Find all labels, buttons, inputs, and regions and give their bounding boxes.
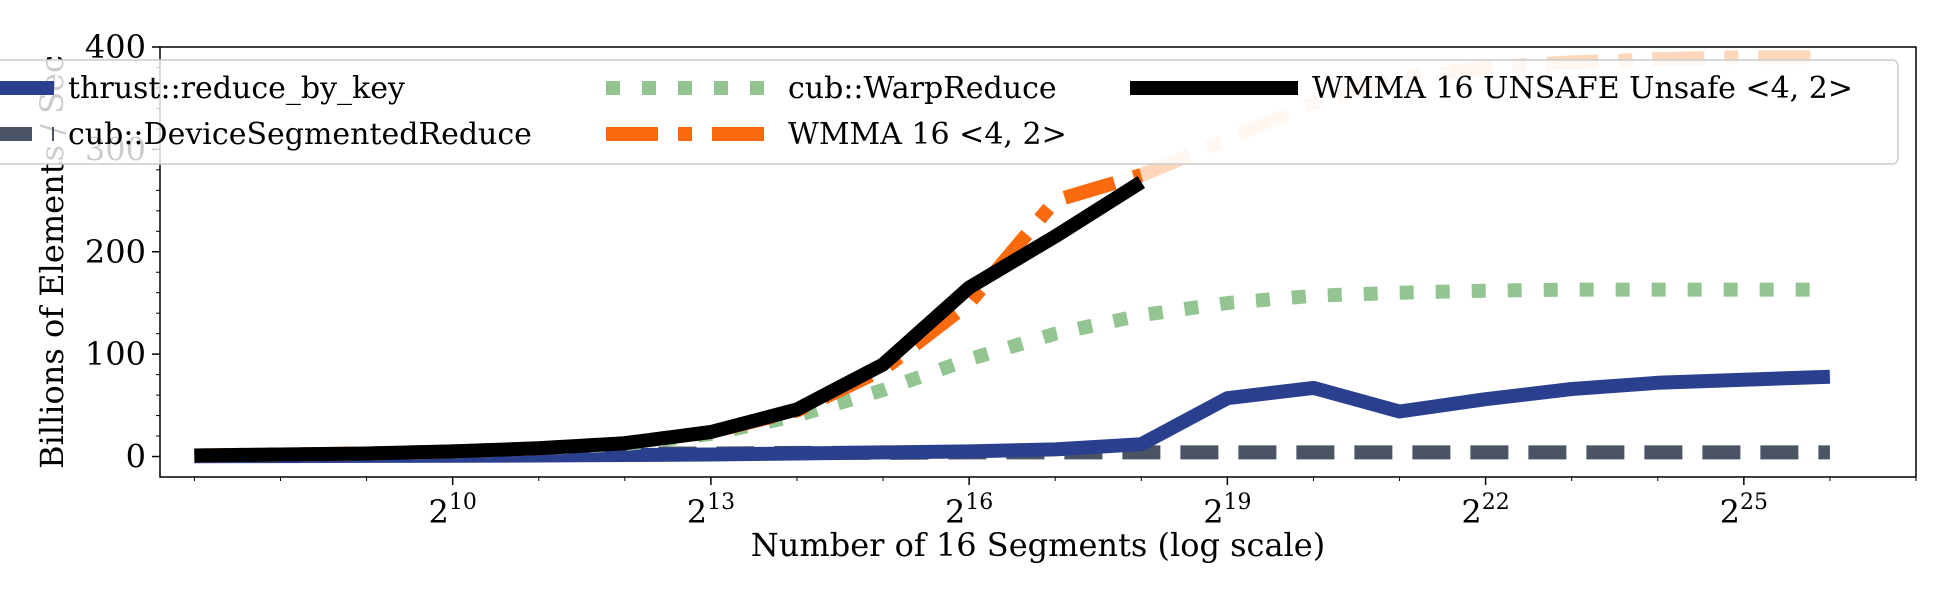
x-tick-label: 210 (428, 490, 476, 531)
x-tick-label: 216 (945, 490, 993, 531)
legend-label: cub::WarpReduce (788, 71, 1057, 106)
series-line-4 (194, 176, 1146, 463)
x-axis-label: Number of 16 Segments (log scale) (751, 526, 1325, 564)
x-tick-label: 213 (687, 490, 735, 531)
legend-box (0, 59, 1899, 165)
x-tick-label: 219 (1203, 490, 1251, 531)
y-tick-label: 100 (85, 335, 146, 373)
legend: thrust::reduce_by_keycub::DeviceSegmente… (0, 59, 1899, 165)
legend-label: WMMA 16 UNSAFE Unsafe <4, 2> (1312, 71, 1853, 106)
legend-label: cub::DeviceSegmentedReduce (68, 117, 532, 152)
y-tick-label: 0 (126, 438, 146, 476)
series-line-2 (194, 282, 1830, 463)
x-tick-label: 225 (1720, 490, 1768, 531)
legend-label: WMMA 16 <4, 2> (788, 117, 1067, 152)
series-line-3 (194, 168, 1144, 463)
plot-area (159, 46, 1917, 478)
x-tick-label: 222 (1461, 490, 1509, 531)
y-tick-label: 200 (85, 233, 146, 271)
legend-label: thrust::reduce_by_key (68, 71, 405, 106)
series-line-0 (194, 369, 1831, 464)
